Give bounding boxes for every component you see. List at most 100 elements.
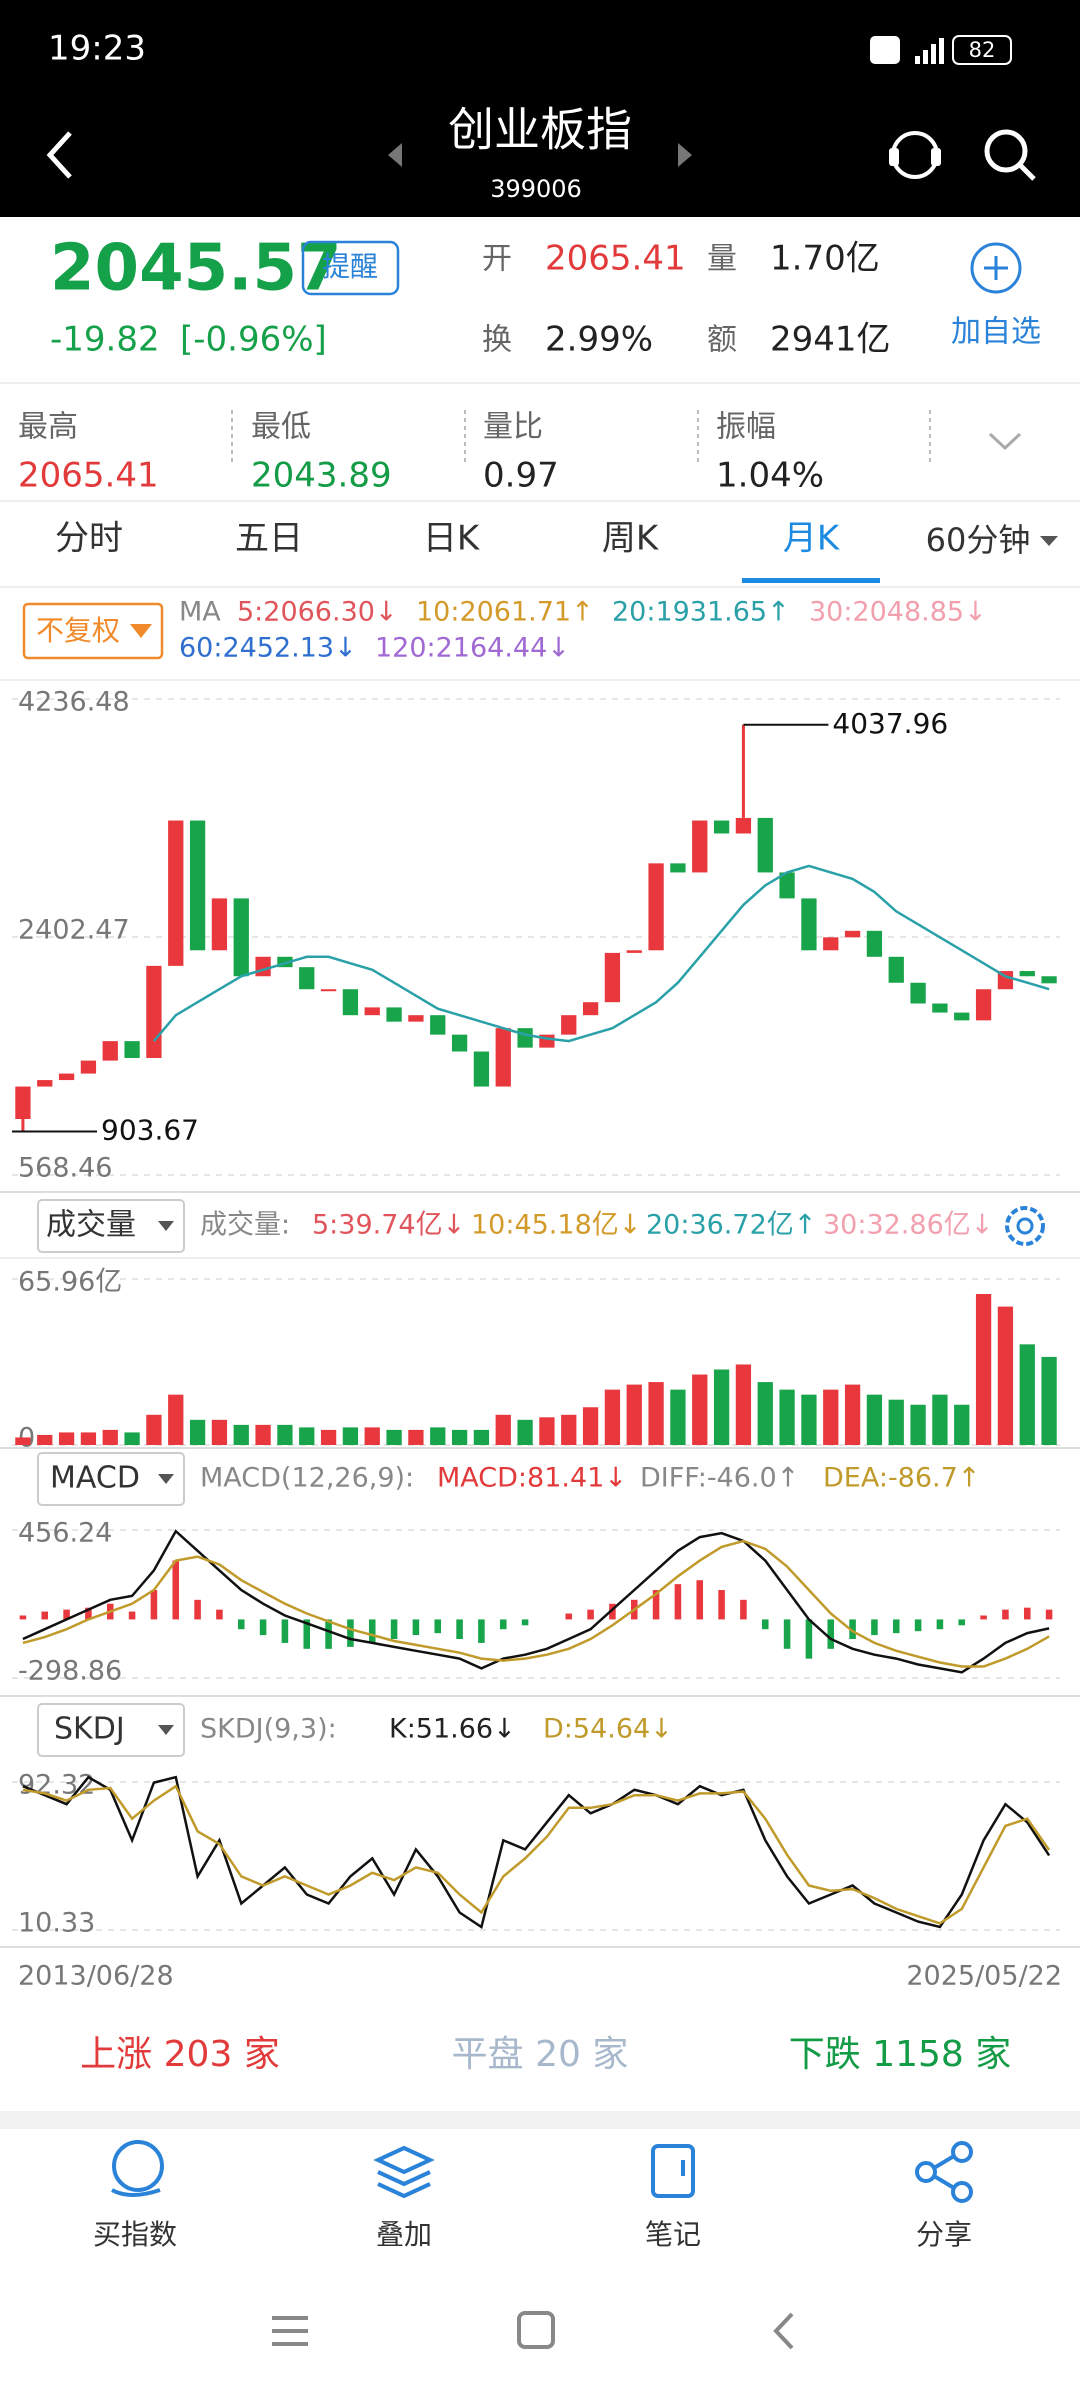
candle	[888, 956, 904, 983]
tab-active[interactable]: 月K	[783, 519, 841, 559]
stat-label: 额	[707, 323, 737, 358]
tab[interactable]: 日K	[423, 519, 481, 559]
candle	[189, 820, 206, 951]
legend-item: 10:45.18亿↓	[471, 1210, 641, 1241]
indicator-line	[22, 1784, 1051, 1925]
candle	[713, 820, 730, 834]
breadth-count: 1158	[872, 2034, 964, 2075]
candle	[801, 898, 817, 951]
volume-bar	[386, 1429, 402, 1445]
macd-chart: 456.24 -298.86	[12, 1518, 1060, 1687]
nav-label[interactable]: 分享	[916, 2218, 972, 2251]
macd-bar	[565, 1613, 573, 1620]
stat-label: 换	[482, 323, 512, 358]
alert-button[interactable]	[301, 240, 400, 296]
section-gap	[0, 2111, 1080, 2129]
macd-bar	[63, 1609, 70, 1620]
macd-bar	[914, 1619, 922, 1632]
back-button[interactable]	[46, 131, 72, 179]
expand-button[interactable]	[988, 432, 1022, 451]
candle	[844, 930, 861, 938]
skdj-button[interactable]	[37, 1703, 185, 1757]
candle	[932, 1003, 948, 1013]
breadth-count: 203	[164, 2034, 233, 2075]
prev-index[interactable]	[388, 143, 402, 167]
back-key[interactable]	[773, 2312, 794, 2350]
candle	[342, 989, 359, 1016]
macd-bar	[194, 1599, 201, 1620]
volume-bar	[124, 1432, 140, 1445]
overlay-icon[interactable]	[373, 2145, 435, 2199]
volume-bar	[648, 1382, 664, 1445]
macd-bar	[259, 1619, 267, 1636]
volume-bar	[1019, 1344, 1035, 1445]
volume-bar	[189, 1419, 206, 1445]
signal-icon	[915, 38, 944, 64]
macd-bar	[150, 1590, 158, 1620]
add-watch-button[interactable]	[970, 242, 1022, 294]
macd-bar	[958, 1619, 966, 1626]
macd-bar	[740, 1599, 747, 1620]
macd-bar	[390, 1619, 398, 1640]
next-index[interactable]	[678, 143, 692, 167]
macd-bar	[849, 1619, 856, 1640]
volume-bar	[866, 1394, 883, 1445]
macd-bar	[325, 1619, 332, 1649]
macd-button[interactable]	[37, 1452, 185, 1506]
breadth-count: 20	[535, 2034, 581, 2075]
notes-icon[interactable]	[651, 2144, 695, 2198]
nav-label[interactable]: 叠加	[376, 2218, 432, 2251]
y-tick-label: 2402.47	[18, 915, 130, 946]
tab[interactable]: 分时	[55, 519, 123, 559]
volume-bar	[539, 1417, 555, 1445]
ma-legend: 5:2066.30↓ 10:2061.71↑ 20:1931.65↑ 30:2048.…	[179, 597, 987, 664]
volume-button-label: 成交量	[46, 1208, 136, 1243]
tab[interactable]: 周K	[602, 519, 660, 559]
candle	[386, 1007, 402, 1022]
legend-item: 60:2452.13↓	[179, 633, 357, 664]
stat-label: 开	[482, 242, 512, 277]
ma-label: MA	[179, 597, 221, 628]
range-value: 2043.89	[251, 456, 392, 496]
adjust-button[interactable]	[22, 602, 164, 660]
indicator-line	[22, 1775, 1051, 1930]
volume-bar	[451, 1429, 468, 1445]
volume-bar	[844, 1384, 861, 1445]
volume-bar	[626, 1384, 642, 1445]
volume-bar	[37, 1434, 53, 1445]
candle	[997, 971, 1014, 990]
volume-bar	[146, 1414, 162, 1445]
volume-button[interactable]	[37, 1199, 185, 1253]
share-icon[interactable]	[915, 2141, 973, 2203]
legend-item: 10:2061.71↑	[416, 597, 594, 628]
volume-chart: 65.96亿0	[12, 1267, 1060, 1454]
battery-level: 82	[969, 38, 996, 62]
macd-bar	[696, 1580, 704, 1620]
volume-bar	[735, 1364, 752, 1445]
macd-legend: MACD:81.41↓ DIFF:-46.0↑ DEA:-86.7↑	[437, 1463, 980, 1494]
legend-item: 30:2048.85↓	[809, 597, 987, 628]
macd-bar	[172, 1560, 180, 1620]
volume-bar	[102, 1429, 118, 1445]
settings-button[interactable]	[1005, 1206, 1045, 1246]
macd-bar	[303, 1619, 311, 1649]
volume-bar	[320, 1429, 337, 1445]
menu-key[interactable]	[272, 2316, 308, 2346]
macd-bar	[892, 1619, 900, 1634]
candle	[233, 898, 249, 977]
nav-label[interactable]: 笔记	[645, 2218, 701, 2251]
service-button[interactable]	[889, 131, 941, 179]
tab[interactable]: 五日	[235, 519, 303, 559]
macd-bar	[499, 1619, 507, 1630]
buy-index-icon[interactable]	[111, 2140, 164, 2197]
home-key[interactable]	[517, 2311, 555, 2349]
candle	[1041, 976, 1057, 984]
indicator-line	[152, 864, 1050, 1043]
nav-label[interactable]: 买指数	[93, 2218, 177, 2251]
macd-bar	[652, 1590, 660, 1620]
range-value: 0.97	[483, 456, 559, 496]
macd-bar	[368, 1619, 376, 1643]
macd-bar	[237, 1619, 245, 1630]
search-button[interactable]	[984, 129, 1036, 181]
tab[interactable]: 60分钟	[926, 521, 1031, 559]
